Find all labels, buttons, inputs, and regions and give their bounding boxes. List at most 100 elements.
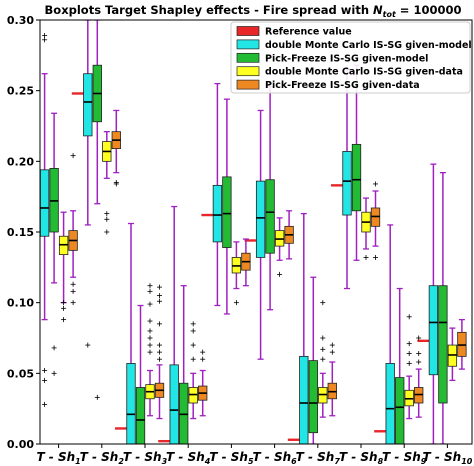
- flier-point: [113, 180, 119, 186]
- box: [212, 184, 223, 243]
- flier-point: [51, 345, 57, 351]
- legend-item: Reference value: [236, 26, 352, 38]
- box: [351, 143, 362, 212]
- legend-label: double Monte Carlo IS-SG given-model: [265, 40, 472, 51]
- flier-point: [190, 342, 196, 348]
- flier-point: [157, 298, 162, 304]
- y-tick-label: 0.20: [7, 155, 34, 168]
- box: [265, 179, 275, 254]
- box: [255, 180, 266, 258]
- x-tick-label: T - Sh5: [209, 450, 254, 466]
- flier-point: [200, 356, 206, 362]
- box: [395, 377, 405, 444]
- x-tick-label: T - Sh2: [80, 450, 125, 466]
- flier-point: [373, 254, 378, 260]
- flier-point: [416, 335, 422, 341]
- y-tick-label: 0.15: [7, 226, 34, 239]
- flier-point: [157, 342, 162, 348]
- flier-point: [85, 342, 91, 348]
- flier-point: [320, 300, 326, 306]
- x-tick-label: T - Sh6: [252, 450, 297, 466]
- flier-point: [363, 254, 369, 260]
- box: [308, 360, 318, 434]
- y-tick-label: 0.05: [7, 367, 34, 380]
- flier-point: [147, 328, 153, 334]
- flier-point: [147, 288, 153, 294]
- y-tick-label: 0.10: [7, 297, 34, 310]
- flier-point: [416, 351, 422, 357]
- y-tick-label: 0.00: [7, 438, 34, 451]
- flier-point: [406, 314, 412, 320]
- flier-point: [147, 349, 153, 355]
- flier-point: [61, 300, 67, 306]
- flier-point: [70, 153, 76, 159]
- box: [83, 73, 93, 137]
- box: [40, 169, 50, 237]
- legend-label: double Monte Carlo IS-SG given-data: [265, 67, 463, 78]
- flier-point: [157, 293, 162, 299]
- chart-title: Boxplots Target Shapley effects - Fire s…: [45, 3, 462, 19]
- legend-swatch: [236, 39, 260, 50]
- flier-point: [61, 317, 67, 323]
- flier-point: [406, 360, 412, 366]
- flier-point: [406, 341, 412, 347]
- flier-point: [147, 301, 153, 307]
- flier-point: [70, 281, 76, 287]
- box: [299, 355, 309, 444]
- legend-swatch: [236, 79, 260, 90]
- x-tick-label: T - Sh9: [382, 450, 427, 466]
- y-tick-label: 0.25: [7, 85, 34, 98]
- flier-point: [190, 328, 196, 334]
- box: [385, 363, 395, 444]
- flier-point: [277, 271, 283, 277]
- flier-point: [373, 181, 378, 187]
- x-tick-label: T - Sh7: [296, 450, 341, 466]
- legend-item: double Monte Carlo IS-SG given-model: [236, 39, 472, 51]
- flier-point: [42, 368, 48, 374]
- legend: Reference value double Monte Carlo IS-SG …: [230, 21, 472, 94]
- flier-point: [406, 351, 412, 357]
- flier-point: [104, 216, 110, 222]
- y-tick-label: 0.30: [7, 14, 34, 27]
- flier-point: [42, 377, 48, 383]
- flier-point: [157, 356, 162, 362]
- flier-point: [147, 342, 153, 348]
- box: [126, 363, 136, 444]
- flier-point: [157, 321, 162, 327]
- flier-point: [42, 33, 48, 39]
- legend-item: double Monte Carlo IS-SG given-data: [236, 66, 463, 78]
- flier-point: [70, 288, 76, 294]
- box: [428, 285, 439, 376]
- legend-item: Pick-Freeze IS-SG given-model: [236, 52, 428, 64]
- flier-point: [416, 359, 422, 365]
- plot-area: [40, 20, 467, 444]
- flier-point: [320, 356, 326, 362]
- legend-item: Pick-Freeze IS-SG given-data: [236, 79, 420, 91]
- legend-swatch: [236, 26, 260, 36]
- flier-point: [51, 370, 57, 376]
- flier-point: [233, 300, 239, 306]
- flier-point: [190, 356, 196, 362]
- x-tick-label: T - Sh10: [422, 450, 472, 466]
- x-tick-label: T - Sh4: [166, 450, 211, 466]
- flier-point: [104, 229, 110, 235]
- flier-point: [190, 321, 196, 327]
- x-tick-label: T - Sh3: [123, 450, 168, 466]
- legend-swatch: [236, 66, 260, 77]
- flier-point: [61, 305, 67, 311]
- flier-point: [157, 284, 162, 290]
- flier-point: [157, 349, 162, 355]
- legend-label: Pick-Freeze IS-SG given-model: [265, 53, 428, 64]
- flier-point: [320, 335, 326, 341]
- flier-point: [147, 283, 153, 289]
- flier-point: [42, 401, 48, 407]
- flier-point: [147, 335, 153, 341]
- box: [169, 364, 179, 444]
- flier-point: [70, 300, 76, 306]
- flier-point: [329, 342, 335, 348]
- legend-box: [230, 21, 471, 94]
- flier-point: [147, 318, 153, 324]
- x-tick-label: T - Sh1: [36, 450, 80, 466]
